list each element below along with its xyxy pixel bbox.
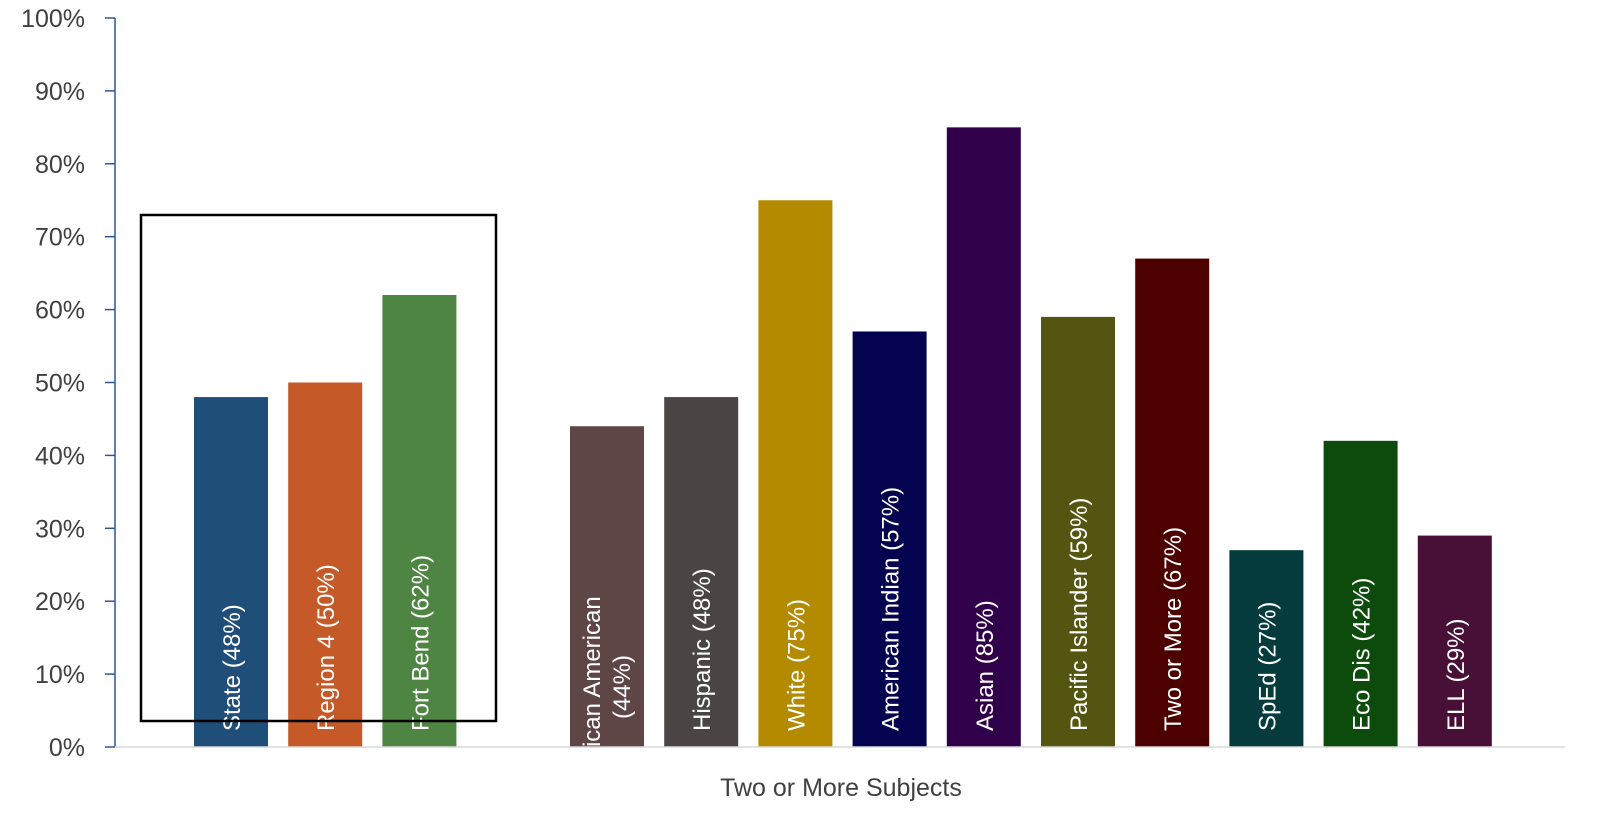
y-tick-label: 90% — [35, 78, 85, 106]
bar — [1417, 535, 1492, 747]
bar-label: Pacific Islander (59%) — [1066, 498, 1093, 731]
bar — [852, 331, 927, 747]
bar-label: State (48%) — [219, 604, 246, 731]
bar — [288, 382, 363, 747]
bar-label: Fort Bend (62%) — [407, 555, 434, 731]
bar-label: White (75%) — [783, 599, 810, 731]
bar-label: American Indian (57%) — [878, 487, 905, 731]
y-tick-label: 40% — [35, 442, 85, 470]
y-tick-label: 30% — [35, 515, 85, 543]
y-tick-label: 60% — [35, 297, 85, 325]
bar — [758, 200, 833, 747]
bar — [946, 127, 1021, 748]
y-tick-label: 10% — [35, 661, 85, 689]
y-tick-label: 50% — [35, 370, 85, 398]
y-tick-label: 20% — [35, 588, 85, 616]
bar — [1135, 258, 1210, 747]
highlight-box — [139, 213, 498, 723]
bars — [194, 127, 1492, 748]
bar-label: SpEd (27%) — [1254, 602, 1281, 731]
bar — [382, 295, 457, 747]
y-tick-label: 0% — [49, 734, 85, 762]
bar — [570, 426, 644, 747]
bar — [1229, 550, 1304, 747]
bar-label: Eco Dis (42%) — [1349, 578, 1376, 731]
bar — [664, 397, 739, 747]
bar-labels: State (48%) Region 4 (50%) Fort Bend (62%)… — [219, 487, 1470, 778]
bar — [1041, 316, 1115, 747]
y-tick-label: 70% — [35, 224, 85, 252]
y-tick-label: 80% — [35, 151, 85, 179]
bar-label: ELL (29%) — [1443, 619, 1470, 732]
x-axis-title: Two or More Subjects — [720, 774, 962, 802]
y-tick-label: 100% — [21, 5, 85, 33]
bar — [194, 397, 268, 747]
bar-label: Region 4 (50%) — [313, 564, 340, 731]
bar — [1323, 440, 1398, 747]
bar-label: Asian (85%) — [972, 600, 999, 731]
y-axis: 0% 10% 20% 30% 40% 50% 60% 70% 80% 90% 100% — [21, 5, 116, 762]
bar-label: Hispanic (48%) — [689, 568, 716, 731]
bar-label: Two or More (67%) — [1160, 527, 1187, 731]
